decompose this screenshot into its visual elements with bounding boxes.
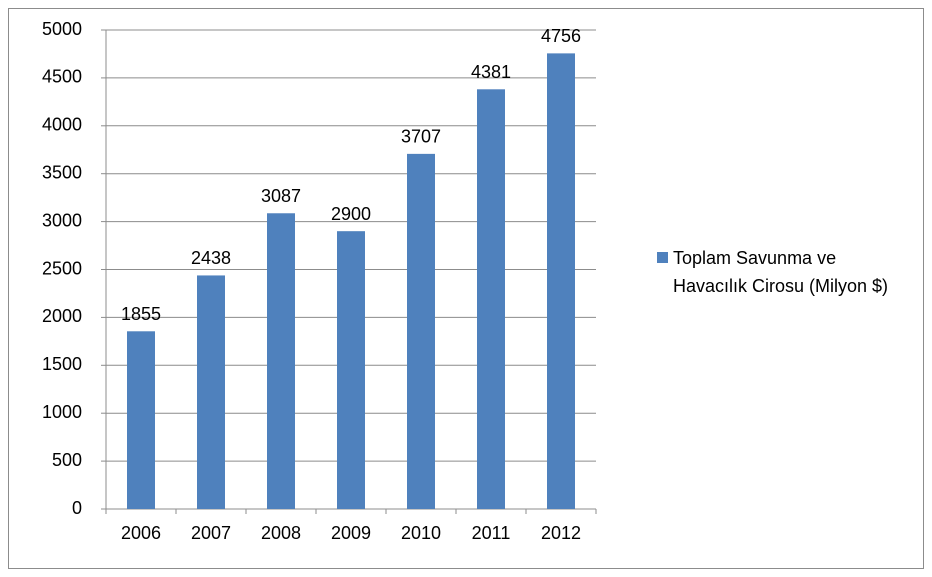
y-tick-label: 1500	[42, 354, 82, 374]
bar	[337, 231, 365, 509]
data-label: 4381	[471, 62, 511, 82]
y-tick-label: 4000	[42, 115, 82, 135]
data-label: 3707	[401, 127, 441, 147]
data-label: 2900	[331, 204, 371, 224]
x-tick-label: 2011	[472, 523, 511, 543]
x-tick-label: 2009	[331, 523, 371, 543]
y-tick-label: 2000	[42, 306, 82, 326]
x-tick-label: 2010	[401, 523, 441, 543]
y-tick-label: 2500	[42, 258, 82, 278]
legend-swatch	[657, 252, 668, 263]
bar	[267, 213, 295, 510]
data-label: 2438	[191, 248, 231, 268]
y-tick-label: 3000	[42, 210, 82, 230]
bar	[547, 53, 575, 510]
legend-label: Toplam Savunma ve Havacılık Cirosu (Mily…	[673, 248, 889, 296]
y-tick-label: 0	[72, 498, 82, 518]
y-tick-label: 4500	[42, 67, 82, 87]
chart-border	[8, 8, 924, 569]
legend: Toplam Savunma ve Havacılık Cirosu (Mily…	[657, 244, 907, 300]
y-tick-label: 500	[52, 450, 82, 470]
x-tick-label: 2006	[121, 523, 161, 543]
x-tick-label: 2012	[541, 523, 581, 543]
data-label: 3087	[261, 186, 301, 206]
bar	[407, 153, 435, 510]
y-tick-label: 5000	[42, 19, 82, 39]
y-tick-label: 1000	[42, 402, 82, 422]
x-tick-label: 2007	[191, 523, 231, 543]
y-tick-label: 3500	[42, 162, 82, 182]
bar	[197, 275, 225, 509]
x-tick-label: 2008	[261, 523, 301, 543]
bar	[127, 331, 155, 509]
bar	[477, 89, 505, 509]
data-label: 1855	[121, 304, 161, 324]
data-label: 4756	[541, 26, 581, 46]
